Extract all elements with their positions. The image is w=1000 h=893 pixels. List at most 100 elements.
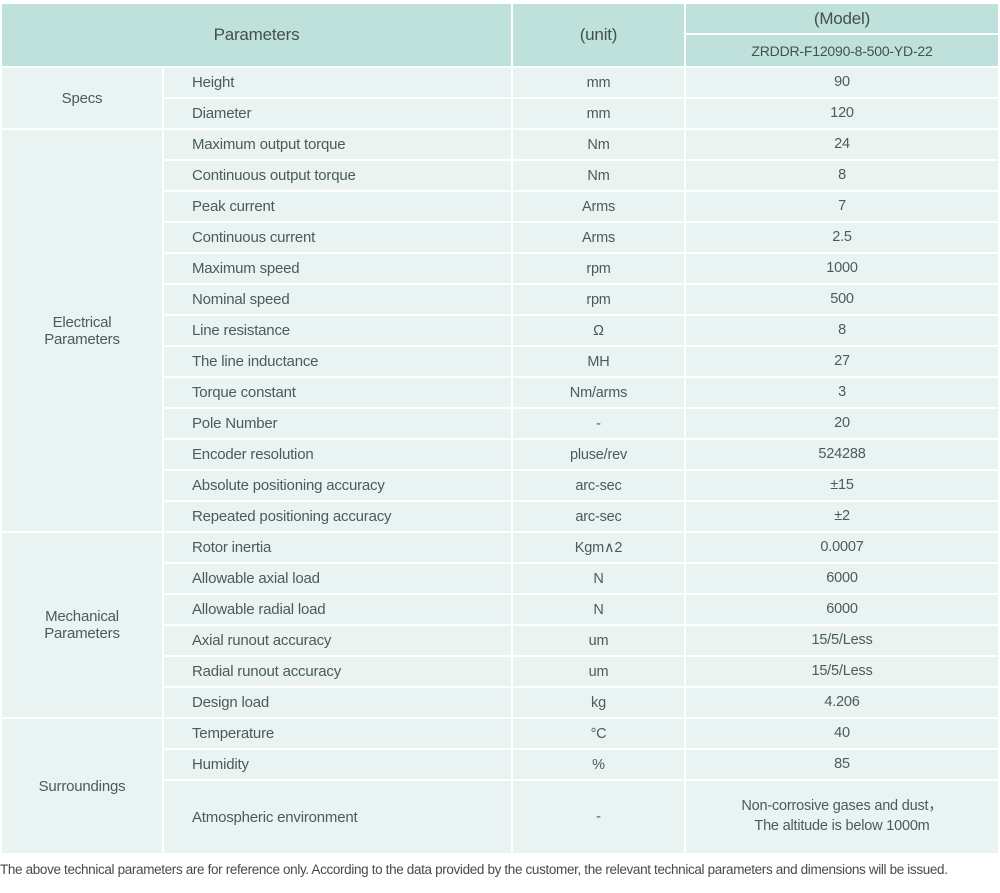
param-name-cell: Humidity <box>164 750 511 779</box>
param-name-cell: Continuous output torque <box>164 161 511 190</box>
value-cell: ±15 <box>686 471 998 500</box>
group-rows-mechanical: Rotor inertia Kgm∧2 0.0007 Allowable axi… <box>164 533 998 717</box>
unit-cell: °C <box>513 719 684 748</box>
unit-cell: Nm/arms <box>513 378 684 407</box>
spec-sheet-page: Parameters (unit) (Model) ZRDDR-F12090-8… <box>0 4 1000 893</box>
group-mechanical: Mechanical Parameters Rotor inertia Kgm∧… <box>2 533 998 717</box>
group-electrical: Electrical Parameters Maximum output tor… <box>2 130 998 531</box>
footer-disclaimer: The above technical parameters are for r… <box>0 862 948 877</box>
table-row: Maximum speed rpm 1000 <box>164 254 998 283</box>
table-row: Peak current Arms 7 <box>164 192 998 221</box>
value-cell: 120 <box>686 99 998 128</box>
unit-cell: mm <box>513 99 684 128</box>
value-cell: 85 <box>686 750 998 779</box>
unit-cell: Arms <box>513 223 684 252</box>
value-cell: 15/5/Less <box>686 626 998 655</box>
value-cell: 8 <box>686 161 998 190</box>
unit-cell: N <box>513 564 684 593</box>
unit-cell: % <box>513 750 684 779</box>
value-cell: 524288 <box>686 440 998 469</box>
group-label-text: Mechanical Parameters <box>44 608 120 642</box>
unit-cell: arc-sec <box>513 471 684 500</box>
param-name-cell: Allowable axial load <box>164 564 511 593</box>
header-model-label: (Model) <box>686 4 998 33</box>
group-rows-specs: Height mm 90 Diameter mm 120 <box>164 68 998 128</box>
param-name-cell: Temperature <box>164 719 511 748</box>
value-cell: 15/5/Less <box>686 657 998 686</box>
value-cell: 7 <box>686 192 998 221</box>
unit-cell: kg <box>513 688 684 717</box>
unit-cell: Kgm∧2 <box>513 533 684 562</box>
table-row: Axial runout accuracy um 15/5/Less <box>164 626 998 655</box>
table-row: Allowable radial load N 6000 <box>164 595 998 624</box>
table-row: Design load kg 4.206 <box>164 688 998 717</box>
param-name-cell: Pole Number <box>164 409 511 438</box>
table-row: Diameter mm 120 <box>164 99 998 128</box>
group-label-electrical: Electrical Parameters <box>2 130 162 531</box>
unit-cell: um <box>513 657 684 686</box>
param-name-cell: Torque constant <box>164 378 511 407</box>
table-row: Absolute positioning accuracy arc-sec ±1… <box>164 471 998 500</box>
table-row: Maximum output torque Nm 24 <box>164 130 998 159</box>
group-specs: Specs Height mm 90 Diameter mm 120 <box>2 68 998 128</box>
value-cell: 4.206 <box>686 688 998 717</box>
table-row: Radial runout accuracy um 15/5/Less <box>164 657 998 686</box>
unit-cell: - <box>513 781 684 853</box>
value-cell: ±2 <box>686 502 998 531</box>
param-name-cell: Encoder resolution <box>164 440 511 469</box>
param-name-cell: Height <box>164 68 511 97</box>
unit-cell: pluse/rev <box>513 440 684 469</box>
unit-cell: Nm <box>513 130 684 159</box>
table-row: Nominal speed rpm 500 <box>164 285 998 314</box>
unit-cell: mm <box>513 68 684 97</box>
table-row: Height mm 90 <box>164 68 998 97</box>
group-label-surroundings: Surroundings <box>2 719 162 853</box>
param-name-cell: The line inductance <box>164 347 511 376</box>
table-row: Rotor inertia Kgm∧2 0.0007 <box>164 533 998 562</box>
value-cell: 20 <box>686 409 998 438</box>
value-cell: 0.0007 <box>686 533 998 562</box>
param-name-cell: Peak current <box>164 192 511 221</box>
value-cell: 8 <box>686 316 998 345</box>
group-label-mechanical: Mechanical Parameters <box>2 533 162 717</box>
table-row: The line inductance MH 27 <box>164 347 998 376</box>
value-cell: 6000 <box>686 564 998 593</box>
param-name-cell: Rotor inertia <box>164 533 511 562</box>
unit-cell: MH <box>513 347 684 376</box>
param-name-cell: Maximum speed <box>164 254 511 283</box>
unit-cell: Ω <box>513 316 684 345</box>
param-name-cell: Design load <box>164 688 511 717</box>
value-cell: 1000 <box>686 254 998 283</box>
value-cell: 2.5 <box>686 223 998 252</box>
group-surroundings: Surroundings Temperature °C 40 Humidity … <box>2 719 998 853</box>
unit-cell: N <box>513 595 684 624</box>
spec-table: Parameters (unit) (Model) ZRDDR-F12090-8… <box>2 4 998 853</box>
table-row: Humidity % 85 <box>164 750 998 779</box>
param-name-cell: Absolute positioning accuracy <box>164 471 511 500</box>
value-cell: 500 <box>686 285 998 314</box>
unit-cell: um <box>513 626 684 655</box>
unit-cell: rpm <box>513 254 684 283</box>
table-row: Allowable axial load N 6000 <box>164 564 998 593</box>
table-row: Atmospheric environment - Non-corrosive … <box>164 781 998 853</box>
table-row: Temperature °C 40 <box>164 719 998 748</box>
unit-cell: - <box>513 409 684 438</box>
value-cell: 90 <box>686 68 998 97</box>
param-name-cell: Allowable radial load <box>164 595 511 624</box>
unit-cell: Arms <box>513 192 684 221</box>
table-row: Pole Number - 20 <box>164 409 998 438</box>
group-label-text: Surroundings <box>38 777 126 795</box>
param-name-cell: Continuous current <box>164 223 511 252</box>
table-row: Encoder resolution pluse/rev 524288 <box>164 440 998 469</box>
table-row: Continuous current Arms 2.5 <box>164 223 998 252</box>
header-parameters: Parameters <box>2 4 511 66</box>
param-name-cell: Radial runout accuracy <box>164 657 511 686</box>
header-model-number: ZRDDR-F12090-8-500-YD-22 <box>686 35 998 66</box>
param-name-cell: Repeated positioning accuracy <box>164 502 511 531</box>
unit-cell: arc-sec <box>513 502 684 531</box>
table-row: Continuous output torque Nm 8 <box>164 161 998 190</box>
header-unit: (unit) <box>513 4 684 66</box>
unit-cell: rpm <box>513 285 684 314</box>
table-row: Line resistance Ω 8 <box>164 316 998 345</box>
unit-cell: Nm <box>513 161 684 190</box>
